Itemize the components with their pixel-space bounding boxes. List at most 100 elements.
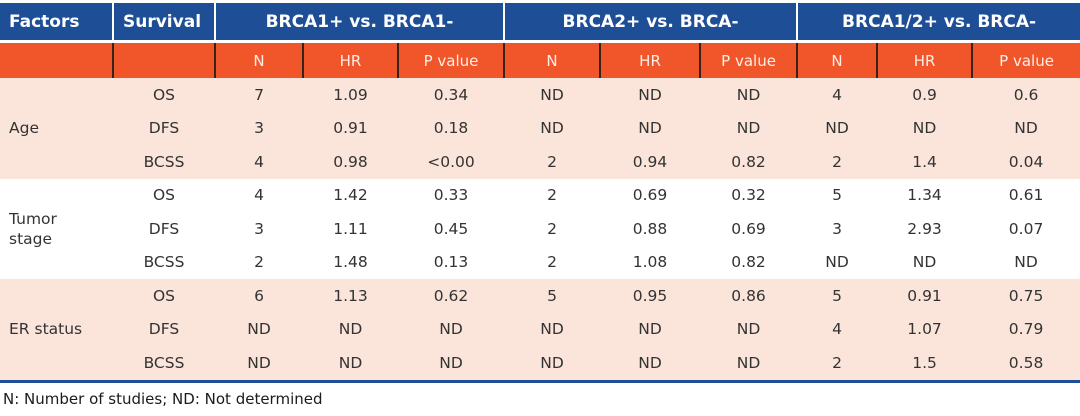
survival-cell: BCSS xyxy=(113,245,215,279)
value-cell: 0.13 xyxy=(398,245,505,279)
value-cell: 0.91 xyxy=(877,279,973,313)
subheader-n-brca1: N xyxy=(215,41,304,78)
table-row: BCSS 2 1.48 0.13 2 1.08 0.82 ND ND ND xyxy=(0,245,1080,279)
value-cell: 2 xyxy=(504,145,601,179)
value-cell: ND xyxy=(398,312,505,346)
value-cell: 0.75 xyxy=(972,279,1080,313)
survival-cell: DFS xyxy=(113,111,215,145)
subheader-n-brca2: N xyxy=(504,41,602,78)
survival-cell: BCSS xyxy=(113,346,215,381)
value-cell: ND xyxy=(797,111,878,145)
value-cell: 7 xyxy=(215,78,303,112)
value-cell: 1.4 xyxy=(877,145,973,179)
value-cell: 0.88 xyxy=(600,212,701,246)
value-cell: 4 xyxy=(215,145,303,179)
value-cell: 0.9 xyxy=(877,78,973,112)
value-cell: ND xyxy=(600,111,701,145)
value-cell: 4 xyxy=(797,78,878,112)
value-cell: 0.69 xyxy=(700,212,798,246)
value-cell: 3 xyxy=(215,212,303,246)
value-cell: ND xyxy=(972,111,1080,145)
value-cell: ND xyxy=(600,312,701,346)
value-cell: 1.09 xyxy=(303,78,398,112)
subheader-pvalue-brca1: P value xyxy=(398,41,506,78)
value-cell: 1.48 xyxy=(303,245,398,279)
factor-cell: Age xyxy=(0,78,113,179)
value-cell: 0.98 xyxy=(303,145,398,179)
survival-cell: OS xyxy=(113,279,215,313)
value-cell: 1.08 xyxy=(600,245,701,279)
table-row: DFS 3 0.91 0.18 ND ND ND ND ND ND xyxy=(0,111,1080,145)
table-row: Age OS 7 1.09 0.34 ND ND ND 4 0.9 0.6 xyxy=(0,78,1080,179)
value-cell: 1.11 xyxy=(303,212,398,246)
value-cell: 1.07 xyxy=(877,312,973,346)
value-cell: 4 xyxy=(797,312,878,346)
value-cell: ND xyxy=(504,346,601,381)
value-cell: ND xyxy=(215,346,303,381)
subheader-pvalue-brca12: P value xyxy=(972,41,1080,78)
value-cell: 0.58 xyxy=(972,346,1080,381)
subheader-hr-brca12: HR xyxy=(877,41,974,78)
value-cell: ND xyxy=(215,312,303,346)
value-cell: ND xyxy=(303,312,398,346)
value-cell: ND xyxy=(398,346,505,381)
value-cell: 0.82 xyxy=(700,245,798,279)
table-footnote: N: Number of studies; ND: Not determined xyxy=(3,389,323,408)
value-cell: 6 xyxy=(215,279,303,313)
value-cell: ND xyxy=(600,78,701,112)
header-section-brca1: BRCA1+ vs. BRCA1- xyxy=(215,3,506,43)
value-cell: 0.79 xyxy=(972,312,1080,346)
value-cell: ND xyxy=(877,245,973,279)
value-cell: 2.93 xyxy=(877,212,973,246)
value-cell: 0.07 xyxy=(972,212,1080,246)
value-cell: 3 xyxy=(215,111,303,145)
value-cell: 2 xyxy=(215,245,303,279)
table-row: DFS 3 1.11 0.45 2 0.88 0.69 3 2.93 0.07 xyxy=(0,212,1080,246)
value-cell: 0.6 xyxy=(972,78,1080,112)
value-cell: ND xyxy=(877,111,973,145)
value-cell: 0.45 xyxy=(398,212,505,246)
factor-cell: ER status xyxy=(0,279,113,381)
subheader-empty-factors xyxy=(0,41,114,78)
value-cell: ND xyxy=(700,78,798,112)
subheader-empty-survival xyxy=(113,41,216,78)
brca-survival-table: Factors Survival BRCA1+ vs. BRCA1- BRCA2… xyxy=(0,3,1080,383)
value-cell: 2 xyxy=(504,212,601,246)
header-survival: Survival xyxy=(113,3,216,43)
value-cell: 2 xyxy=(797,346,878,381)
value-cell: 0.69 xyxy=(600,178,701,212)
survival-cell: OS xyxy=(113,78,215,112)
value-cell: 0.04 xyxy=(972,145,1080,179)
factor-cell: Tumor stage xyxy=(0,178,113,279)
value-cell: 0.94 xyxy=(600,145,701,179)
value-cell: 2 xyxy=(504,245,601,279)
table-row: BCSS 4 0.98 <0.00 2 0.94 0.82 2 1.4 0.04 xyxy=(0,145,1080,179)
subheader-hr-brca2: HR xyxy=(600,41,702,78)
value-cell: 0.32 xyxy=(700,178,798,212)
value-cell: 0.18 xyxy=(398,111,505,145)
value-cell: 0.34 xyxy=(398,78,505,112)
survival-cell: DFS xyxy=(113,312,215,346)
value-cell: 5 xyxy=(797,178,878,212)
value-cell: ND xyxy=(504,111,601,145)
value-cell: 0.95 xyxy=(600,279,701,313)
value-cell: ND xyxy=(700,111,798,145)
table-row: ER status OS 6 1.13 0.62 5 0.95 0.86 5 0.91 0.75 xyxy=(0,279,1080,381)
value-cell: ND xyxy=(972,245,1080,279)
subheader-pvalue-brca2: P value xyxy=(700,41,799,78)
table-subheader-row: N HR P value N HR P value N HR P value xyxy=(0,41,1080,78)
value-cell: 1.34 xyxy=(877,178,973,212)
value-cell: 0.82 xyxy=(700,145,798,179)
value-cell: 0.86 xyxy=(700,279,798,313)
value-cell: ND xyxy=(504,78,601,112)
value-cell: ND xyxy=(504,312,601,346)
value-cell: 0.62 xyxy=(398,279,505,313)
value-cell: 1.13 xyxy=(303,279,398,313)
value-cell: <0.00 xyxy=(398,145,505,179)
value-cell: 3 xyxy=(797,212,878,246)
value-cell: 5 xyxy=(797,279,878,313)
value-cell: 1.5 xyxy=(877,346,973,381)
value-cell: ND xyxy=(700,346,798,381)
value-cell: 1.42 xyxy=(303,178,398,212)
table-row: BCSS ND ND ND ND ND ND 2 1.5 0.58 xyxy=(0,346,1080,381)
